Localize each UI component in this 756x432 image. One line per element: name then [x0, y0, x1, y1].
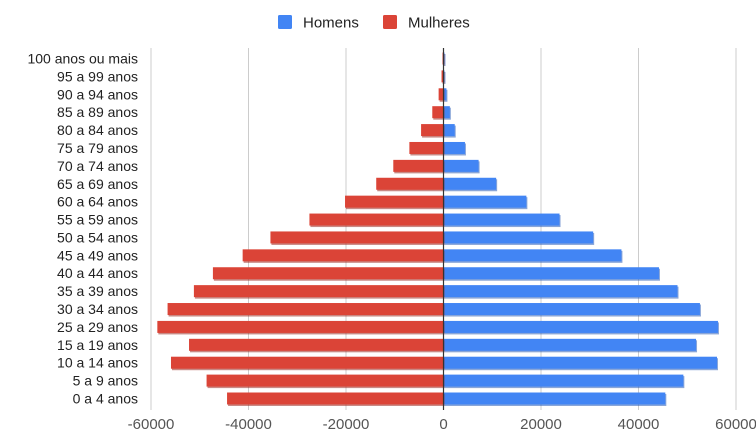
- x-tick-label: 60000: [715, 416, 756, 432]
- legend-label-homens: Homens: [303, 15, 359, 32]
- y-tick-label: 55 a 59 anos: [57, 212, 138, 228]
- bar-homens: [443, 374, 684, 387]
- y-tick-label: 85 a 89 anos: [57, 104, 138, 120]
- bar-homens: [443, 249, 622, 262]
- bar-mulheres: [270, 231, 444, 244]
- bar-homens: [443, 106, 450, 119]
- y-tick-label: 5 a 9 anos: [73, 373, 138, 389]
- y-tick-label: 100 anos ou mais: [27, 51, 138, 67]
- y-tick-label: 45 a 49 anos: [57, 247, 138, 263]
- bar-homens: [443, 267, 659, 280]
- bar-homens: [443, 285, 678, 298]
- bar-mulheres: [206, 374, 444, 387]
- bar-homens: [443, 231, 594, 244]
- y-tick-label: 0 a 4 anos: [73, 391, 138, 407]
- legend: Homens Mulheres: [278, 15, 470, 32]
- bar-mulheres: [189, 338, 444, 351]
- y-tick-label: 65 a 69 anos: [57, 176, 138, 192]
- legend-label-mulheres: Mulheres: [408, 15, 470, 32]
- y-tick-label: 50 a 54 anos: [57, 229, 138, 245]
- bar-mulheres: [376, 177, 444, 190]
- bar-homens: [443, 392, 666, 405]
- bar-mulheres: [193, 285, 444, 298]
- bar-mulheres: [421, 124, 444, 137]
- bar-shadow: [444, 71, 446, 84]
- bar-homens: [443, 320, 718, 333]
- bar-homens: [443, 159, 479, 172]
- y-tick-label: 95 a 99 anos: [57, 68, 138, 84]
- bar-homens: [443, 356, 717, 369]
- bar-mulheres: [438, 88, 444, 101]
- bar-shadow: [444, 54, 446, 66]
- bar-homens: [443, 195, 527, 208]
- bar-mulheres: [309, 213, 444, 226]
- bar-mulheres: [212, 267, 444, 280]
- bar-mulheres: [167, 303, 444, 316]
- y-tick-label: 80 a 84 anos: [57, 122, 138, 138]
- bar-homens: [443, 338, 697, 351]
- bar-homens: [443, 124, 455, 137]
- y-tick-label: 30 a 34 anos: [57, 301, 138, 317]
- bar-mulheres: [393, 159, 444, 172]
- y-tick-label: 25 a 29 anos: [57, 319, 138, 335]
- bar-mulheres: [227, 392, 444, 405]
- legend-swatch-homens: [278, 15, 292, 29]
- x-axis-labels: -60000 -40000 -20000 0 20000 40000 60000: [128, 416, 756, 432]
- x-tick-label: 0: [439, 416, 447, 432]
- x-tick-label: -40000: [225, 416, 272, 432]
- bar-mulheres: [157, 320, 444, 333]
- y-tick-label: 10 a 14 anos: [57, 355, 138, 371]
- bar-homens: [443, 88, 447, 101]
- bars: [157, 52, 719, 406]
- bar-homens: [443, 141, 465, 154]
- bar-mulheres: [345, 195, 444, 208]
- bar-mulheres: [242, 249, 444, 262]
- y-tick-label: 35 a 39 anos: [57, 283, 138, 299]
- legend-swatch-mulheres: [383, 15, 397, 29]
- y-tick-label: 90 a 94 anos: [57, 86, 138, 102]
- bar-homens: [443, 177, 497, 190]
- y-tick-label: 70 a 74 anos: [57, 158, 138, 174]
- y-tick-label: 40 a 44 anos: [57, 265, 138, 281]
- bar-mulheres: [170, 356, 444, 369]
- bar-homens: [443, 303, 700, 316]
- x-tick-label: -20000: [323, 416, 370, 432]
- x-tick-label: -60000: [128, 416, 175, 432]
- bar-homens: [443, 213, 560, 226]
- y-tick-label: 75 a 79 anos: [57, 140, 138, 156]
- y-tick-label: 60 a 64 anos: [57, 194, 138, 210]
- y-tick-label: 15 a 19 anos: [57, 337, 138, 353]
- x-tick-label: 40000: [618, 416, 660, 432]
- bar-mulheres: [441, 70, 444, 83]
- bar-mulheres: [409, 141, 444, 154]
- x-tick-label: 20000: [520, 416, 562, 432]
- bar-mulheres: [432, 106, 444, 119]
